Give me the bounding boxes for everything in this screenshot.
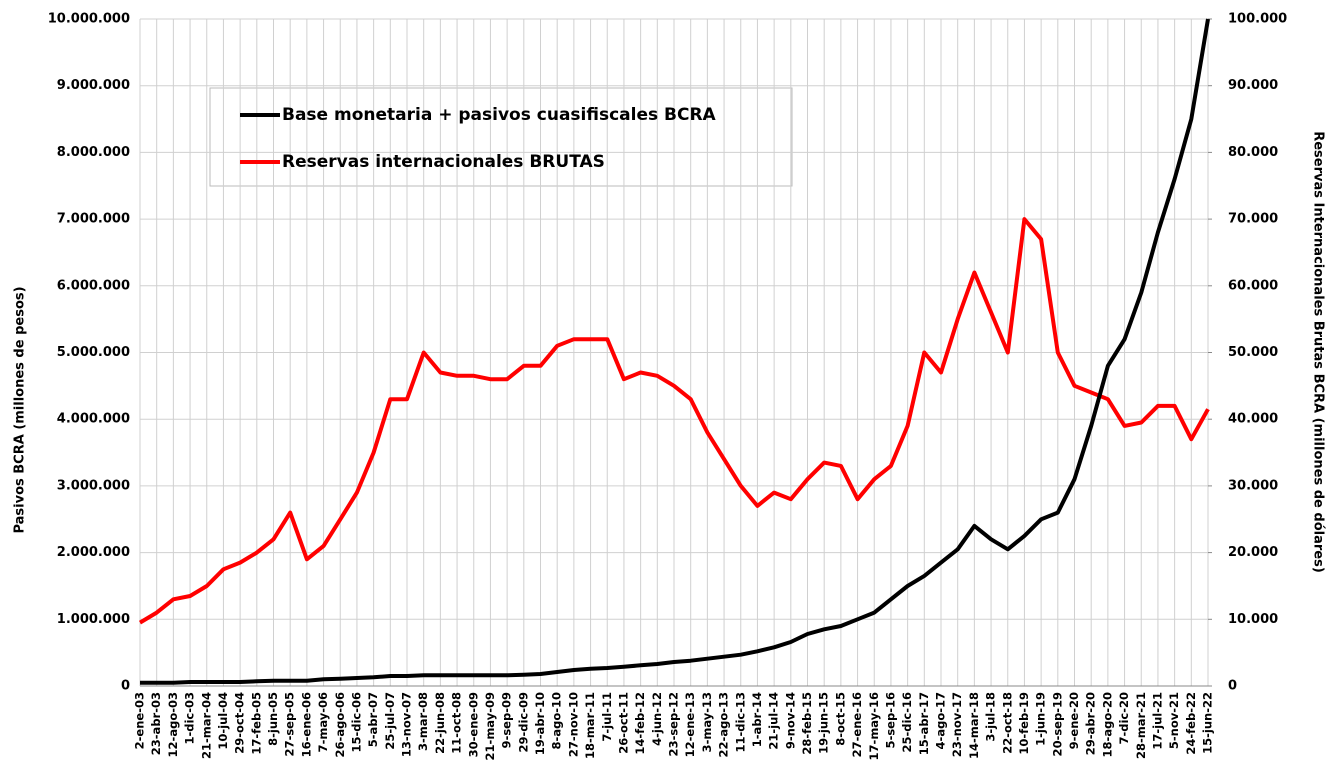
y-tick-label: 5.000.000: [57, 345, 130, 360]
x-tick-label: 7-may-06: [316, 692, 330, 752]
x-tick-label: 28-mar-21: [1134, 692, 1148, 759]
x-tick-label: 21-jul-14: [767, 692, 781, 750]
x-tick-label: 18-ago-20: [1100, 692, 1114, 757]
x-tick-label: 14-mar-18: [967, 692, 981, 759]
y-tick-label: 8.000.000: [57, 145, 130, 160]
x-tick-label: 22-ago-13: [717, 692, 731, 757]
x-tick-label: 15-abr-17: [917, 692, 931, 755]
x-tick-label: 22-oct-18: [1000, 692, 1014, 754]
x-tick-label: 15-jun-22: [1201, 692, 1215, 754]
x-tick-label: 29-dic-09: [516, 692, 530, 753]
x-tick-label: 12-ago-03: [166, 692, 180, 757]
legend-label: Reservas internacionales BRUTAS: [282, 152, 605, 172]
x-tick-label: 25-dic-16: [900, 692, 914, 753]
x-tick-label: 19-jun-15: [817, 692, 831, 754]
x-tick-label: 12-ene-13: [683, 692, 697, 757]
x-tick-label: 21-may-09: [483, 692, 497, 760]
x-tick-label: 27-ene-16: [850, 692, 864, 757]
x-tick-label: 26-oct-11: [616, 692, 630, 754]
series-line: [140, 18, 1210, 685]
y-tick-label: 9.000.000: [57, 78, 130, 93]
y2-axis-title: Reservas Internacionales Brutas BCRA (mi…: [1311, 131, 1326, 573]
x-tick-label: 4-ago-17: [934, 692, 948, 749]
x-tick-label: 4-jun-12: [650, 692, 664, 746]
x-tick-label: 14-feb-12: [633, 692, 647, 755]
x-tick-label: 16-ene-06: [299, 692, 313, 757]
legend-label: Base monetaria + pasivos cuasifiscales B…: [282, 105, 717, 125]
x-tick-label: 25-jul-07: [383, 692, 397, 750]
y-tick-label: 7.000.000: [57, 212, 130, 227]
x-tick-label: 1-abr-14: [750, 692, 764, 747]
y2-tick-label: 70.000: [1228, 212, 1278, 227]
x-tick-label: 7-dic-20: [1117, 692, 1131, 745]
x-tick-label: 9-nov-14: [783, 692, 797, 749]
x-tick-label: 1-dic-03: [183, 692, 197, 745]
x-tick-label: 26-ago-06: [333, 692, 347, 757]
y-tick-label: 1.000.000: [57, 612, 130, 627]
y-tick-label: 6.000.000: [57, 278, 130, 293]
x-tick-label: 24-feb-22: [1184, 692, 1198, 755]
x-tick-label: 29-oct-04: [233, 692, 247, 754]
x-tick-label: 1-jun-19: [1034, 692, 1048, 746]
x-tick-label: 3-mar-08: [416, 692, 430, 751]
x-tick-label: 28-feb-15: [800, 692, 814, 755]
x-tick-label: 3-may-13: [700, 692, 714, 752]
y-tick-label: 3.000.000: [57, 478, 130, 493]
x-tick-label: 18-mar-11: [583, 692, 597, 759]
x-tick-label: 22-jun-08: [433, 692, 447, 754]
x-tick-label: 5-sep-16: [883, 692, 897, 748]
y2-tick-label: 50.000: [1228, 345, 1278, 360]
y2-tick-label: 20.000: [1228, 545, 1278, 560]
x-tick-label: 9-ene-20: [1067, 692, 1081, 749]
x-tick-label: 11-oct-08: [450, 692, 464, 754]
y2-tick-label: 90.000: [1228, 78, 1278, 93]
x-tick-label: 2-ene-03: [133, 692, 147, 749]
x-tick-label: 10-feb-19: [1017, 692, 1031, 755]
x-tick-label: 19-abr-10: [533, 692, 547, 755]
x-tick-label: 8-jun-05: [266, 692, 280, 746]
y-tick-label: 2.000.000: [57, 545, 130, 560]
x-tick-label: 8-oct-15: [833, 692, 847, 746]
x-tick-label: 23-abr-03: [149, 692, 163, 755]
grid: [139, 18, 1209, 687]
y2-tick-label: 10.000: [1228, 612, 1278, 627]
y2-tick-label: 30.000: [1228, 478, 1278, 493]
x-tick-label: 15-dic-06: [349, 692, 363, 753]
x-tick-label: 9-sep-09: [500, 692, 514, 748]
x-tick-label: 17-may-16: [867, 692, 881, 760]
y2-tick-label: 40.000: [1228, 412, 1278, 427]
y-tick-label: 4.000.000: [57, 412, 130, 427]
x-tick-label: 23-sep-12: [667, 692, 681, 756]
x-tick-label: 11-dic-13: [733, 692, 747, 753]
series-line: [138, 217, 1210, 625]
x-tick-label: 20-sep-19: [1050, 692, 1064, 756]
y2-tick-label: 60.000: [1228, 278, 1278, 293]
y2-tick-label: 80.000: [1228, 145, 1278, 160]
x-tick-label: 10-jul-04: [216, 692, 230, 750]
x-tick-label: 8-ago-10: [550, 692, 564, 749]
x-tick-label: 13-nov-07: [400, 692, 414, 757]
y2-tick-label: 100.000: [1228, 12, 1287, 27]
x-tick-label: 29-abr-20: [1084, 692, 1098, 755]
x-tick-label: 17-feb-05: [249, 692, 263, 755]
x-tick-label: 23-nov-17: [950, 692, 964, 757]
y-tick-label: 0: [121, 679, 130, 694]
y-tick-label: 10.000.000: [48, 12, 130, 27]
x-tick-label: 7-jul-11: [600, 692, 614, 742]
x-tick-label: 3-jul-18: [984, 692, 998, 742]
x-tick-label: 30-ene-09: [466, 692, 480, 757]
x-tick-label: 5-nov-21: [1167, 692, 1181, 749]
x-tick-label: 27-sep-05: [283, 692, 297, 756]
y-axis-title: Pasivos BCRA (millones de pesos): [13, 286, 28, 533]
x-tick-label: 17-jul-21: [1150, 692, 1164, 750]
x-tick-label: 21-mar-04: [199, 692, 213, 759]
x-tick-label: 5-abr-07: [366, 692, 380, 747]
y2-tick-label: 0: [1228, 679, 1237, 694]
x-tick-label: 27-nov-10: [566, 692, 580, 757]
